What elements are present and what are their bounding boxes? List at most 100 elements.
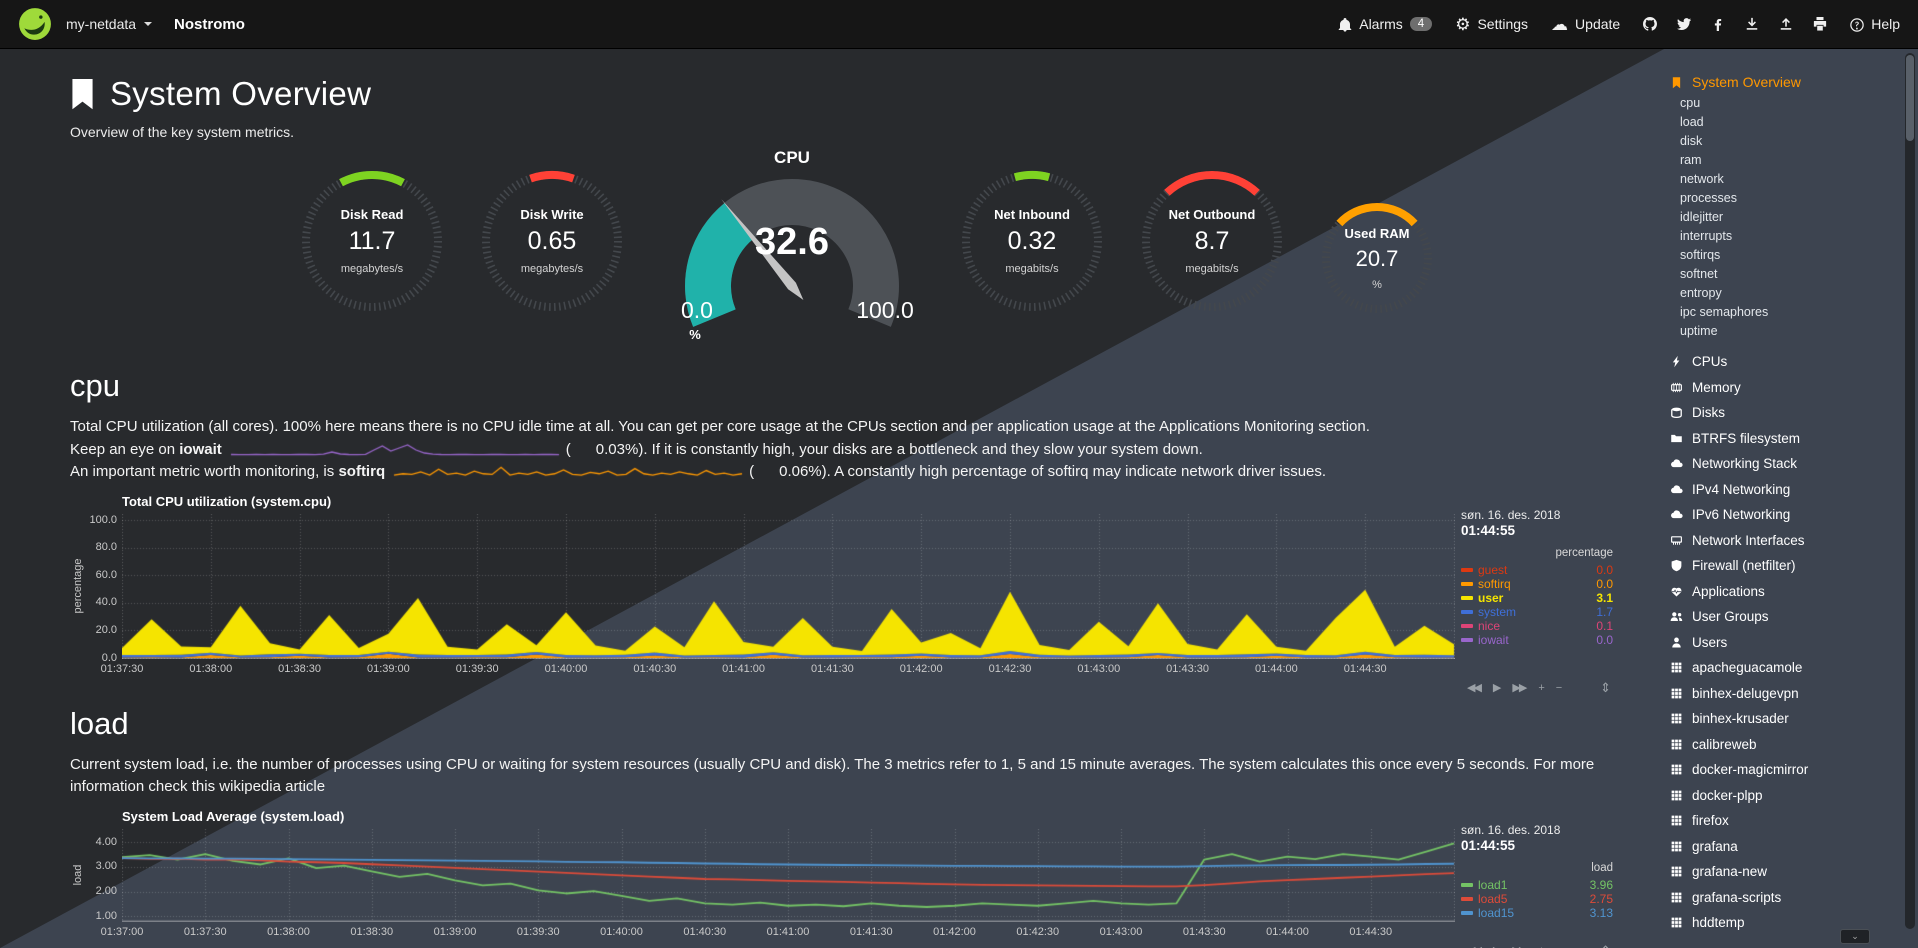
sidebar-item-cpus[interactable]: CPUs: [1666, 349, 1902, 375]
legend-item-load5[interactable]: load5 2.75: [1461, 892, 1613, 906]
pan-backward-button[interactable]: ◀◀: [1467, 682, 1482, 694]
sidebar-subitem-ram[interactable]: ram: [1680, 153, 1702, 167]
sidebar-item-label: Users: [1692, 634, 1728, 650]
zoom-out-button[interactable]: −: [1555, 681, 1563, 694]
sidebar-item-firewall-netfilter[interactable]: Firewall (netfilter): [1666, 553, 1902, 579]
gauge-cpu[interactable]: CPU 32.6 0.0 100.0 %: [657, 148, 927, 348]
memory-icon: [1666, 381, 1686, 394]
legend-item-system[interactable]: system 1.7: [1461, 605, 1613, 619]
print-button[interactable]: [1813, 17, 1827, 31]
my-netdata-dropdown[interactable]: my-netdata: [66, 16, 153, 32]
legend-item-load15[interactable]: load15 3.13: [1461, 906, 1613, 920]
zoom-out-button[interactable]: −: [1556, 945, 1563, 948]
play-button[interactable]: ▶: [1492, 682, 1502, 694]
facebook-button[interactable]: [1711, 17, 1725, 31]
twitter-button[interactable]: [1677, 17, 1692, 31]
legend-item-iowait[interactable]: iowait 0.0: [1461, 633, 1613, 647]
sidebar-item-user-groups[interactable]: User Groups: [1666, 604, 1902, 630]
y-axis-label: load: [72, 864, 84, 886]
sidebar-item-memory[interactable]: Memory: [1666, 375, 1902, 401]
sidebar-item-networking-stack[interactable]: Networking Stack: [1666, 451, 1902, 477]
zoom-in-button[interactable]: +: [1538, 681, 1545, 694]
legend-item-guest[interactable]: guest 0.0: [1461, 563, 1613, 577]
legend-item-user[interactable]: user 3.1: [1461, 591, 1613, 605]
sidebar-subitem-idlejitter[interactable]: idlejitter: [1680, 210, 1724, 224]
sidebar-subitem-softirqs[interactable]: softirqs: [1680, 248, 1721, 262]
sidebar-item-system-overview[interactable]: System Overview: [1666, 70, 1902, 94]
sidebar-subitem-entropy[interactable]: entropy: [1680, 286, 1722, 300]
sidebar-item-label: Applications: [1692, 583, 1765, 599]
legend-item-softirq[interactable]: softirq 0.0: [1461, 577, 1613, 591]
gauge-net-outbound[interactable]: Net Outbound 8.7 megabits/s: [1137, 166, 1287, 316]
settings-button[interactable]: ⚙ Settings: [1455, 16, 1528, 33]
gauge-net-inbound[interactable]: Net Inbound 0.32 megabits/s: [957, 166, 1107, 316]
sidebar-subitem-load[interactable]: load: [1680, 115, 1704, 129]
sidebar-item-binhex-krusader[interactable]: binhex-krusader: [1666, 706, 1902, 732]
scrollbar-thumb[interactable]: [1906, 55, 1914, 141]
gauge-disk-read[interactable]: Disk Read 11.7 megabytes/s: [297, 166, 447, 316]
sidebar-menu: System Overview cpu load disk ram network proc…: [1666, 49, 1902, 948]
legend-name: user: [1478, 590, 1504, 605]
sidebar-item-grafana-new[interactable]: grafana-new: [1666, 859, 1902, 885]
resize-handle[interactable]: ⇕: [1600, 943, 1611, 948]
upload-button[interactable]: [1779, 17, 1793, 31]
sidebar-item-docker-plpp[interactable]: docker-plpp: [1666, 783, 1902, 809]
update-button[interactable]: ☁ Update: [1551, 16, 1620, 33]
sidebar-subitem-ipc-semaphores[interactable]: ipc semaphores: [1680, 305, 1769, 319]
sidebar-item-ipv4-networking[interactable]: IPv4 Networking: [1666, 477, 1902, 503]
page-scrollbar[interactable]: [1905, 53, 1915, 929]
cloud-icon: ☁: [1551, 14, 1569, 34]
sidebar-item-label: CPUs: [1692, 354, 1728, 370]
play-button[interactable]: ▶: [1493, 944, 1502, 948]
gauge-used-ram[interactable]: Used RAM 20.7 %: [1317, 198, 1437, 318]
folder-icon: [1666, 432, 1686, 445]
gauge-value: 20.7: [1355, 245, 1399, 271]
sidebar-item-ipv6-networking[interactable]: IPv6 Networking: [1666, 502, 1902, 528]
sidebar-item-calibreweb[interactable]: calibreweb: [1666, 732, 1902, 758]
x-tick-label: 01:41:00: [722, 662, 766, 675]
question-icon: [1850, 16, 1864, 32]
pan-forward-button[interactable]: ▶▶: [1512, 682, 1527, 694]
chart-canvas[interactable]: [122, 513, 1455, 659]
sidebar-subitem-uptime[interactable]: uptime: [1680, 324, 1718, 338]
legend-item-load1[interactable]: load1 3.96: [1461, 878, 1613, 892]
sidebar-item-binhex-delugevpn[interactable]: binhex-delugevpn: [1666, 681, 1902, 707]
pan-backward-button[interactable]: ◀◀: [1467, 944, 1482, 948]
alarms-button[interactable]: Alarms 4: [1338, 16, 1433, 32]
legend-time: 01:44:55: [1461, 837, 1516, 853]
sidebar-subitem-softnet[interactable]: softnet: [1680, 267, 1718, 281]
sidebar-item-grafana-scripts[interactable]: grafana-scripts: [1666, 885, 1902, 911]
sidebar-item-btrfs-filesystem[interactable]: BTRFS filesystem: [1666, 426, 1902, 452]
netdata-logo[interactable]: [18, 7, 52, 41]
sidebar-subitem-cpu[interactable]: cpu: [1680, 96, 1701, 110]
resize-handle[interactable]: ⇕: [1600, 679, 1611, 695]
sidebar-item-docker-magicmirror[interactable]: docker-magicmirror: [1666, 757, 1902, 783]
sidebar-subitem-processes[interactable]: processes: [1680, 191, 1737, 205]
sidebar-subitem-network[interactable]: network: [1680, 172, 1724, 186]
zoom-in-button[interactable]: +: [1538, 945, 1545, 948]
sidebar-item-network-interfaces[interactable]: Network Interfaces: [1666, 528, 1902, 554]
sidebar-item-firefox[interactable]: firefox: [1666, 808, 1902, 834]
download-button[interactable]: [1745, 17, 1759, 31]
sidebar-scroll-indicator[interactable]: ⌄: [1840, 929, 1870, 944]
sidebar-item-hddtemp[interactable]: hddtemp: [1666, 910, 1902, 936]
chart-title: System Load Average (system.load): [122, 808, 345, 824]
x-tick-label: 01:37:30: [100, 662, 144, 675]
sidebar-subitem-disk[interactable]: disk: [1680, 134, 1703, 148]
sidebar-item-applications[interactable]: Applications: [1666, 579, 1902, 605]
x-tick-label: 01:41:00: [766, 925, 810, 938]
help-button[interactable]: Help: [1850, 16, 1900, 32]
bell-icon: [1338, 16, 1352, 32]
chart-canvas[interactable]: [122, 828, 1455, 922]
sidebar-item-users[interactable]: Users: [1666, 630, 1902, 656]
navbar-icon-buttons: [1643, 17, 1827, 31]
sidebar-item-grafana[interactable]: grafana: [1666, 834, 1902, 860]
cloud-icon: [1666, 483, 1686, 496]
pan-forward-button[interactable]: ▶▶: [1512, 944, 1527, 948]
gauge-disk-write[interactable]: Disk Write 0.65 megabytes/s: [477, 166, 627, 316]
sidebar-item-disks[interactable]: Disks: [1666, 400, 1902, 426]
sidebar-item-apacheguacamole[interactable]: apacheguacamole: [1666, 655, 1902, 681]
sidebar-subitem-interrupts[interactable]: interrupts: [1680, 229, 1733, 243]
legend-item-nice[interactable]: nice 0.1: [1461, 619, 1613, 633]
github-button[interactable]: [1643, 17, 1658, 31]
